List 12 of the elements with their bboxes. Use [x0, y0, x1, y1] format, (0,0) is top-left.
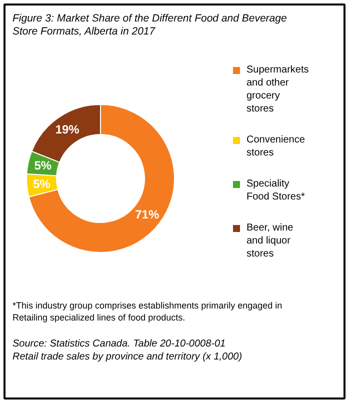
text: *This industry group comprises establishments primarily engaged in Retailing specialized lines of food products. — [12, 300, 282, 322]
source-note: Source: Statistics Canada. Table 20-10-0008-01 — [12, 338, 226, 350]
data-label: 5% — [33, 177, 51, 192]
legend-label: Convenience stores — [246, 134, 306, 158]
data-label: 19% — [55, 122, 80, 137]
legend-label: Beer, wine and liquor stores — [246, 222, 294, 260]
chart-title: Figure 3: Market Share of the Different Food and Beverage Store Formats, Alberta in 2017 — [12, 12, 287, 38]
text: Retail trade sales by province and territory (x 1,000) — [12, 352, 242, 362]
legend-label: Supermarkets and other grocery stores — [246, 64, 309, 114]
data-label: 5% — [34, 158, 52, 173]
legend-label: Speciality Food Stores* — [246, 178, 305, 202]
data-label: 71% — [135, 208, 160, 222]
